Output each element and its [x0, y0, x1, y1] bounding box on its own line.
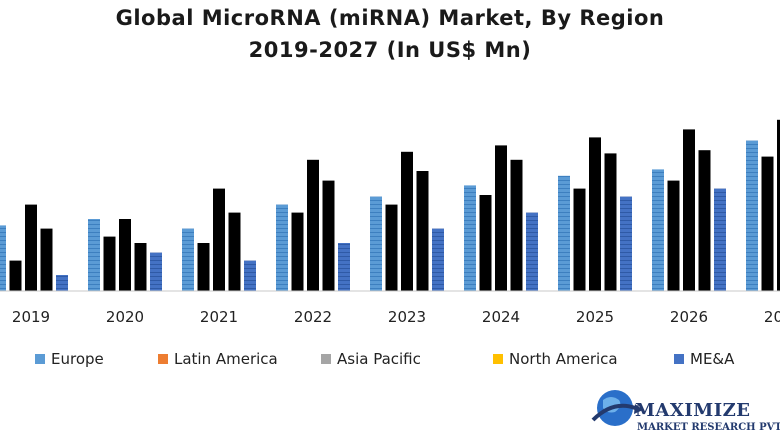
- bar-europe-2027: [746, 140, 758, 291]
- bar-europe-2023: [370, 196, 382, 291]
- chart-title-line-1: Global MicroRNA (miRNA) Market, By Regio…: [115, 6, 665, 30]
- bar-asia-pacific-2019: [25, 204, 37, 291]
- bar-north-america-2024: [510, 159, 523, 291]
- x-tick-label: 2022: [294, 308, 332, 326]
- bar-latin-america-2019: [9, 260, 22, 291]
- legend-label: Asia Pacific: [337, 350, 421, 368]
- bar-latin-america-2021: [197, 243, 210, 291]
- bar-europe-2025: [558, 175, 570, 291]
- legend-swatch: [674, 354, 684, 364]
- bar-latin-america-2023: [385, 204, 398, 291]
- bar-asia-pacific-2025: [589, 137, 601, 291]
- chart-title-line-2: 2019-2027 (In US$ Mn): [248, 38, 532, 62]
- bar-europe-2020: [88, 219, 100, 291]
- bar-me-a-2024: [526, 212, 538, 291]
- legend-swatch: [321, 354, 331, 364]
- bar-asia-pacific-2023: [401, 151, 413, 291]
- chart-legend: Europe Latin America Asia Pacific North Ame…: [0, 350, 780, 374]
- logo-subtitle: MARKET RESEARCH PVT.: [637, 422, 780, 433]
- legend-swatch: [493, 354, 503, 364]
- bar-north-america-2019: [40, 228, 53, 291]
- legend-label: Latin America: [174, 350, 278, 368]
- bar-europe-2026: [652, 169, 664, 291]
- bar-north-america-2022: [322, 180, 335, 291]
- legend-item-europe: Europe: [35, 350, 104, 368]
- bar-me-a-2022: [338, 243, 350, 291]
- bar-latin-america-2022: [291, 212, 304, 291]
- bar-north-america-2025: [604, 153, 617, 291]
- bar-north-america-2021: [228, 212, 241, 291]
- bar-asia-pacific-2024: [495, 145, 507, 291]
- x-tick-label: 2021: [200, 308, 238, 326]
- bar-north-america-2023: [416, 171, 429, 291]
- bar-europe-2019: [0, 225, 6, 291]
- x-tick-label: 2027: [764, 308, 780, 326]
- legend-item-north-america: North America: [493, 350, 618, 368]
- bar-asia-pacific-2027: [777, 119, 780, 291]
- bar-north-america-2026: [698, 150, 711, 291]
- legend-item-me-a: ME&A: [674, 350, 734, 368]
- x-tick-label: 2019: [12, 308, 50, 326]
- bar-latin-america-2025: [573, 188, 586, 291]
- bar-me-a-2026: [714, 188, 726, 291]
- x-tick-label: 2023: [388, 308, 426, 326]
- legend-label: ME&A: [690, 350, 735, 368]
- bar-asia-pacific-2020: [119, 219, 131, 291]
- x-tick-label: 2025: [576, 308, 614, 326]
- legend-swatch: [158, 354, 168, 364]
- x-tick-label: 2024: [482, 308, 520, 326]
- bar-europe-2022: [276, 204, 288, 291]
- globe-icon: [591, 390, 643, 426]
- legend-label: Europe: [51, 350, 104, 368]
- x-tick-label: 2020: [106, 308, 144, 326]
- bar-north-america-2020: [134, 243, 147, 291]
- legend-label: North America: [509, 350, 618, 368]
- legend-swatch: [35, 354, 45, 364]
- bar-latin-america-2026: [667, 180, 680, 291]
- bar-me-a-2023: [432, 228, 444, 291]
- legend-item-asia-pacific: Asia Pacific: [321, 350, 421, 368]
- company-logo: MAXIMIZE MARKET RESEARCH PVT.: [585, 380, 780, 440]
- bar-latin-america-2020: [103, 236, 116, 291]
- bar-me-a-2021: [244, 260, 256, 291]
- legend-item-latin-america: Latin America: [158, 350, 278, 368]
- bar-asia-pacific-2026: [683, 129, 695, 291]
- bar-europe-2024: [464, 185, 476, 291]
- bar-europe-2021: [182, 228, 194, 291]
- bar-asia-pacific-2022: [307, 159, 319, 291]
- bar-me-a-2020: [150, 252, 162, 291]
- logo-name: MAXIMIZE: [635, 400, 751, 421]
- bar-me-a-2019: [56, 275, 68, 291]
- x-tick-label: 2026: [670, 308, 708, 326]
- bar-me-a-2025: [620, 196, 632, 291]
- bar-asia-pacific-2021: [213, 188, 225, 291]
- bar-latin-america-2024: [479, 195, 492, 291]
- bar-latin-america-2027: [761, 156, 774, 291]
